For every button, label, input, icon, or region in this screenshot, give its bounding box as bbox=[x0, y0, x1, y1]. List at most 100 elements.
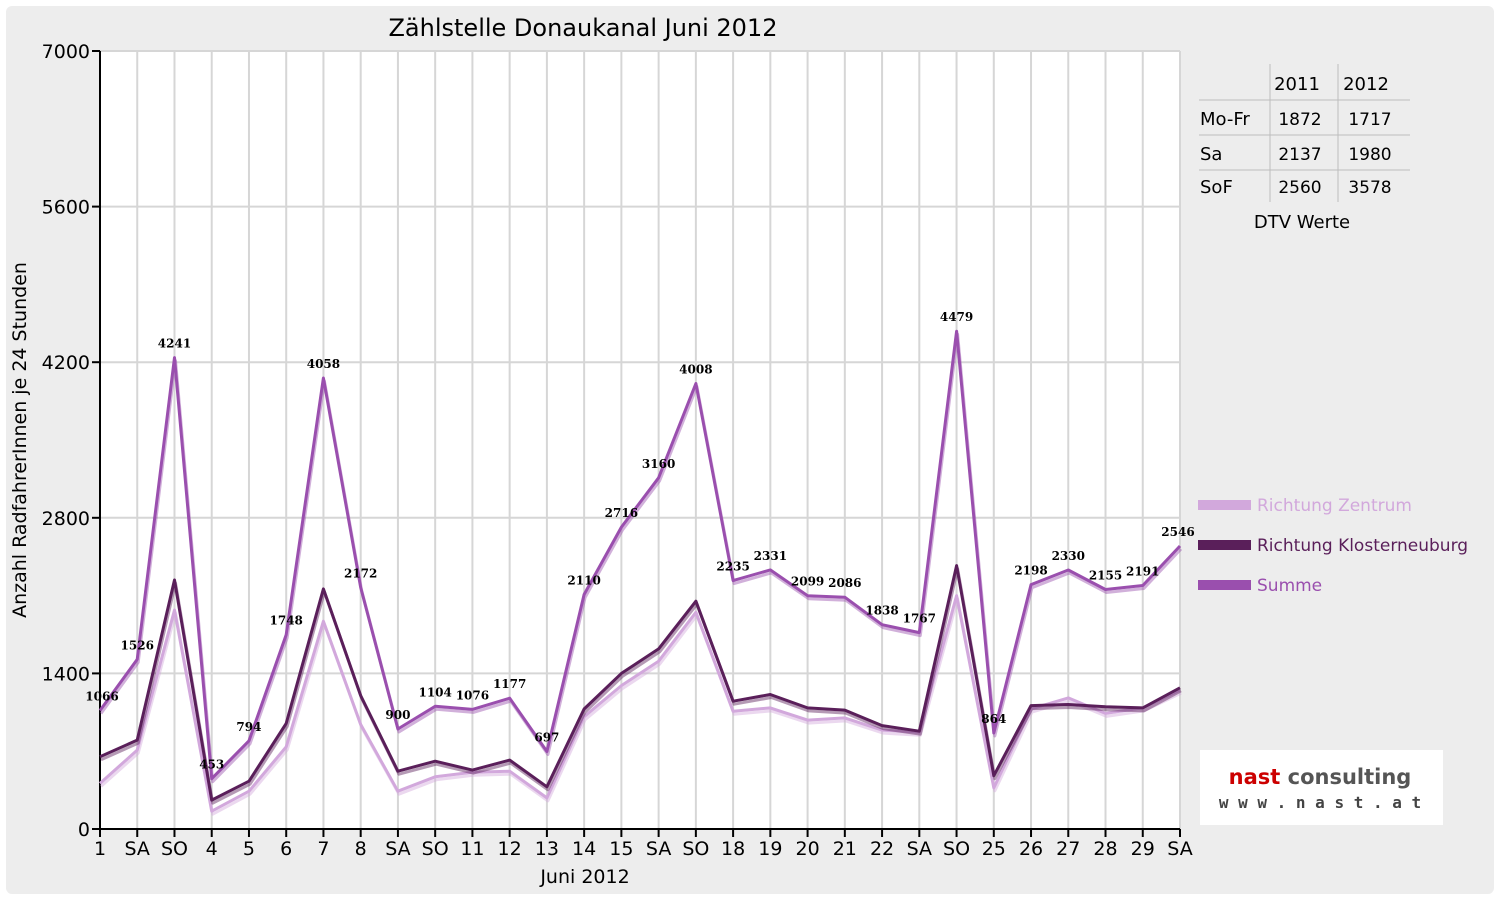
table-row-label: SoF bbox=[1200, 177, 1233, 198]
series-line-summe bbox=[98, 329, 1182, 781]
data-label: 1177 bbox=[493, 677, 526, 691]
x-tick-label: 29 bbox=[1131, 838, 1155, 860]
x-tick-label: 28 bbox=[1093, 838, 1117, 860]
x-tick-label: SO bbox=[943, 838, 970, 860]
data-label: 2191 bbox=[1126, 564, 1159, 578]
plot-area bbox=[100, 51, 1180, 829]
data-label: 2155 bbox=[1089, 568, 1122, 582]
y-tick-label: 1400 bbox=[42, 663, 90, 685]
x-tick-label: 15 bbox=[609, 838, 633, 860]
legend-swatch-klosterneuburg bbox=[1198, 540, 1251, 550]
x-tick-label: SA bbox=[385, 838, 410, 860]
data-label: 1076 bbox=[456, 688, 489, 702]
series-layer bbox=[98, 329, 1183, 816]
x-tick-label: SA bbox=[125, 838, 150, 860]
x-tick-label: 12 bbox=[498, 838, 522, 860]
table-cell: 2560 bbox=[1278, 178, 1321, 198]
data-label: 1526 bbox=[121, 638, 154, 652]
logo-url: w w w . n a s t . a t bbox=[1219, 793, 1421, 812]
data-label: 2716 bbox=[605, 506, 638, 520]
table-cell: 2137 bbox=[1278, 145, 1321, 165]
y-tick-label: 5600 bbox=[42, 197, 90, 219]
y-tick-label: 2800 bbox=[42, 508, 90, 530]
table-header-2011: 2011 bbox=[1274, 74, 1320, 95]
x-tick-label: 26 bbox=[1019, 838, 1043, 860]
data-label: 794 bbox=[236, 720, 261, 734]
x-tick-label: SO bbox=[682, 838, 709, 860]
y-tick-label: 0 bbox=[78, 819, 90, 841]
data-label: 1767 bbox=[903, 612, 936, 626]
x-tick-label: 14 bbox=[572, 838, 596, 860]
data-label: 2235 bbox=[716, 560, 749, 574]
data-label: 1066 bbox=[85, 690, 118, 704]
data-label: 3160 bbox=[642, 457, 675, 471]
data-label: 4241 bbox=[158, 337, 191, 351]
legend: Richtung Zentrum Richtung Klosterneuburg… bbox=[1198, 496, 1468, 596]
data-label: 1838 bbox=[865, 604, 898, 618]
dtv-table: 2011 2012 Mo-Fr 1872 1717 Sa 2137 1980 S… bbox=[1199, 64, 1410, 233]
table-cell: 1980 bbox=[1348, 145, 1391, 165]
series-line-klosterneuburg bbox=[99, 564, 1181, 802]
data-label: 1748 bbox=[270, 614, 303, 628]
x-tick-label: 11 bbox=[460, 838, 484, 860]
x-tick-label: 8 bbox=[355, 838, 367, 860]
x-tick-label: 5 bbox=[243, 838, 255, 860]
data-label: 2198 bbox=[1014, 564, 1047, 578]
series-line-zentrum-shadow bbox=[99, 597, 1182, 816]
series-line-summe-shadow bbox=[99, 332, 1183, 784]
data-label: 4479 bbox=[940, 310, 973, 324]
logo-wordmark: nast consulting bbox=[1229, 765, 1412, 789]
data-label: 2330 bbox=[1052, 549, 1085, 563]
table-cell: 1717 bbox=[1348, 110, 1391, 130]
logo-background bbox=[1200, 750, 1443, 825]
legend-swatch-summe bbox=[1198, 580, 1251, 590]
x-tick-label: SA bbox=[646, 838, 671, 860]
x-tick-label: 19 bbox=[758, 838, 782, 860]
series-line-klosterneuburg-shadow bbox=[100, 567, 1182, 805]
data-label: 453 bbox=[199, 758, 224, 772]
x-tick-label: SA bbox=[1167, 838, 1192, 860]
y-axis-title: Anzahl RadfahrerInnen je 24 Stunden bbox=[9, 262, 31, 618]
table-row-label: Mo-Fr bbox=[1200, 109, 1250, 130]
data-label: 900 bbox=[385, 708, 410, 722]
data-label: 2086 bbox=[828, 576, 861, 590]
legend-swatch-zentrum bbox=[1198, 500, 1251, 510]
x-tick-label: 18 bbox=[721, 838, 745, 860]
data-label: 2099 bbox=[791, 575, 824, 589]
data-label: 2172 bbox=[344, 567, 377, 581]
table-header-2012: 2012 bbox=[1343, 74, 1389, 95]
label-layer: 1066 1526 4241 453 794 1748 4058 2172 900 1104 107… bbox=[85, 310, 1194, 771]
x-tick-label: 6 bbox=[280, 838, 292, 860]
x-tick-label: 13 bbox=[535, 838, 559, 860]
x-tick-label: SO bbox=[161, 838, 188, 860]
table-caption: DTV Werte bbox=[1254, 212, 1350, 233]
x-tick-label: SO bbox=[422, 838, 449, 860]
data-label: 2110 bbox=[567, 573, 600, 587]
table-cell: 1872 bbox=[1278, 110, 1321, 130]
x-tick-label: 25 bbox=[982, 838, 1006, 860]
axis-layer: 0 1400 2800 4200 5600 7000 1 SA SO 4 5 6 7 8 SA SO 11 12 1… bbox=[42, 41, 1193, 860]
x-tick-label: 1 bbox=[94, 838, 106, 860]
table-cell: 3578 bbox=[1348, 178, 1391, 198]
x-tick-label: 21 bbox=[833, 838, 857, 860]
chart-title: Zählstelle Donaukanal Juni 2012 bbox=[388, 14, 777, 42]
legend-label-klosterneuburg: Richtung Klosterneuburg bbox=[1257, 536, 1468, 556]
series-line-zentrum bbox=[98, 594, 1181, 813]
x-tick-label: 7 bbox=[317, 838, 329, 860]
data-label: 4058 bbox=[307, 357, 340, 371]
data-label: 2546 bbox=[1161, 525, 1194, 539]
data-label: 864 bbox=[981, 712, 1006, 726]
x-axis-title: Juni 2012 bbox=[539, 866, 629, 888]
x-tick-label: 22 bbox=[870, 838, 894, 860]
table-row-label: Sa bbox=[1200, 144, 1222, 165]
y-tick-label: 4200 bbox=[42, 352, 90, 374]
x-tick-label: 20 bbox=[795, 838, 819, 860]
data-label: 4008 bbox=[679, 363, 712, 377]
data-label: 2331 bbox=[754, 549, 787, 563]
nast-consulting-logo: nast consulting w w w . n a s t . a t bbox=[1200, 750, 1443, 825]
legend-label-summe: Summe bbox=[1257, 576, 1322, 596]
y-tick-label: 7000 bbox=[42, 41, 90, 63]
x-tick-label: SA bbox=[907, 838, 932, 860]
legend-label-zentrum: Richtung Zentrum bbox=[1257, 496, 1412, 516]
